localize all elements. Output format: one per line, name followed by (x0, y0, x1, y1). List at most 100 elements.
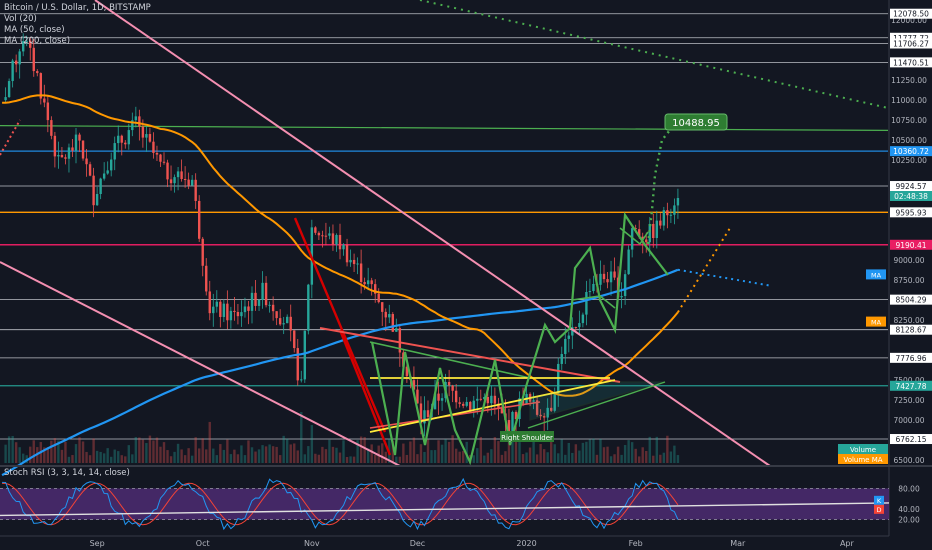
candle-body (673, 205, 676, 215)
volume-bar (43, 447, 46, 463)
volume-bar (261, 445, 264, 463)
volume-bar (275, 446, 278, 463)
candle-body (352, 259, 356, 265)
candle-body (250, 292, 254, 311)
price-label-2: 11706.27 (893, 39, 929, 48)
volume-bar (500, 454, 504, 463)
candle-body (53, 135, 57, 157)
candle-body (81, 140, 85, 159)
volume-bar (293, 443, 296, 463)
candle-body (74, 134, 78, 151)
right-shoulder-bg (500, 431, 554, 442)
candle-body (469, 401, 472, 411)
volume-bar (74, 444, 78, 463)
price-label-10: 8128.67 (895, 326, 926, 335)
volume-bar (113, 449, 116, 463)
volume-bar (46, 447, 50, 463)
candle-body (67, 147, 71, 159)
volume-bar (338, 452, 342, 463)
volume-bar (518, 442, 521, 463)
volume-tag-1: Volume MA (843, 456, 882, 464)
candle-body (18, 51, 21, 65)
volume-bar (166, 450, 169, 463)
candle-body (599, 273, 602, 285)
candle-body (29, 40, 32, 48)
volume-bar (645, 450, 648, 463)
candle-body (638, 229, 641, 237)
rsi-tick-1: 40.00 (898, 505, 920, 514)
volume-bar (257, 449, 261, 463)
price-label-9: 8504.29 (895, 296, 926, 305)
volume-bar (250, 447, 254, 463)
indicator-volume: Vol (20) (4, 14, 37, 24)
candle-body (381, 302, 384, 312)
candle-body (219, 301, 222, 317)
volume-bar (458, 451, 461, 463)
candle-body (440, 398, 444, 401)
volume-bar (578, 450, 581, 463)
volume-bar (222, 449, 226, 463)
volume-bar (546, 452, 549, 463)
rsi-d-line (2, 482, 679, 526)
volume-bar (381, 443, 384, 463)
volume-bar (57, 440, 60, 463)
volume-bar (462, 450, 465, 463)
candle-body (571, 327, 574, 336)
rsi-title: Stoch RSI (3, 3, 14, 14, close) (4, 468, 130, 478)
candle-body (574, 327, 578, 329)
volume-bar (627, 440, 630, 463)
candle-body (391, 314, 394, 332)
volume-bar (507, 442, 511, 463)
volume-bar (11, 435, 14, 463)
candle-body (433, 393, 437, 410)
volume-bar (205, 449, 208, 463)
candle-body (78, 134, 81, 141)
green-dotted-trend (419, 0, 889, 109)
candle-body (314, 227, 317, 233)
price-label-0: 12078.50 (893, 10, 929, 19)
candle-body (366, 280, 370, 285)
volume-bar (162, 442, 166, 463)
volume-bar (356, 440, 359, 463)
volume-bar (366, 448, 370, 463)
ma-tag-bg-0 (866, 269, 886, 280)
volume-bar (208, 421, 211, 463)
pink-channel-lower (0, 261, 401, 467)
candle-body (476, 398, 479, 401)
candle-body (641, 236, 644, 240)
volume-bar (134, 437, 138, 463)
candle-body (43, 98, 46, 103)
volume-bar (324, 449, 328, 463)
volume-bar (247, 440, 250, 463)
volume-bar (638, 456, 641, 463)
volume-bar (613, 454, 616, 463)
candle-body (462, 403, 465, 406)
ma50-projection (677, 227, 731, 313)
candle-body (412, 380, 416, 390)
volume-bar (81, 441, 85, 463)
volume-bar (409, 441, 412, 463)
candle-body (271, 304, 275, 312)
volume-bar (419, 444, 423, 463)
candle-body (307, 284, 310, 331)
volume-bar (4, 444, 7, 463)
candle-body (46, 102, 50, 121)
volume-bar (525, 452, 528, 463)
volume-bar (398, 456, 402, 463)
candle-body (500, 407, 504, 414)
volume-bar (198, 448, 201, 463)
price-label-13: 6762.15 (895, 435, 926, 444)
volume-bar (542, 449, 546, 463)
volume-bar (497, 441, 500, 463)
candle-body (57, 155, 60, 157)
volume-bar (117, 451, 120, 463)
symbol-title: Bitcoin / U.S. Dollar, 1D, BITSTAMP (4, 3, 151, 13)
volume-bar (391, 440, 394, 463)
volume-bar (120, 455, 123, 463)
time-tick-5: Feb (629, 539, 643, 548)
volume-bar (286, 438, 289, 463)
candle-body (363, 281, 366, 285)
candle-body (465, 401, 468, 406)
candle-body (222, 303, 226, 317)
